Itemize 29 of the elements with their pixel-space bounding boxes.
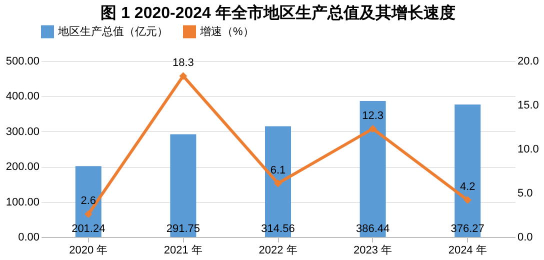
point — [84, 210, 92, 218]
x-tick-label: 2020 年 — [69, 244, 108, 256]
data-label: 4.2 — [460, 181, 476, 194]
y-tick-label: 100.00 — [6, 196, 40, 208]
x-tick-label: 2023 年 — [354, 244, 392, 256]
legend-label: 地区生产总值（亿元） — [57, 24, 168, 38]
data-label: 12.3 — [362, 110, 384, 122]
point — [274, 179, 282, 188]
y-tick-label: 400.00 — [6, 90, 40, 103]
point — [464, 196, 472, 204]
chart-title: 图 1 2020-2024 年全市地区生产总值及其增长速度 — [100, 3, 456, 22]
y2-tick-label: 15.0 — [518, 100, 539, 112]
y-tick-label: 300.00 — [6, 126, 40, 138]
x-tick-label: 2024 年 — [448, 244, 487, 256]
y-tick-label: 200.00 — [6, 161, 40, 174]
point — [368, 124, 377, 133]
data-label: 2.6 — [80, 195, 96, 208]
x-tick-label: 2021 年 — [164, 244, 202, 256]
data-label: 18.3 — [172, 56, 194, 69]
data-label: 6.1 — [270, 164, 286, 176]
x-tick-label: 2022 年 — [258, 244, 298, 256]
y-tick-label: 0.00 — [18, 232, 40, 244]
y-tick-label: 500.00 — [6, 56, 40, 68]
y2-tick-label: 5.0 — [518, 188, 533, 200]
legend-label: 增速（%） — [199, 24, 254, 38]
point — [179, 72, 188, 80]
y2-tick-label: 20.0 — [518, 56, 539, 68]
y2-tick-label: 10.0 — [518, 144, 539, 156]
y2-tick-label: 0.0 — [518, 232, 533, 244]
